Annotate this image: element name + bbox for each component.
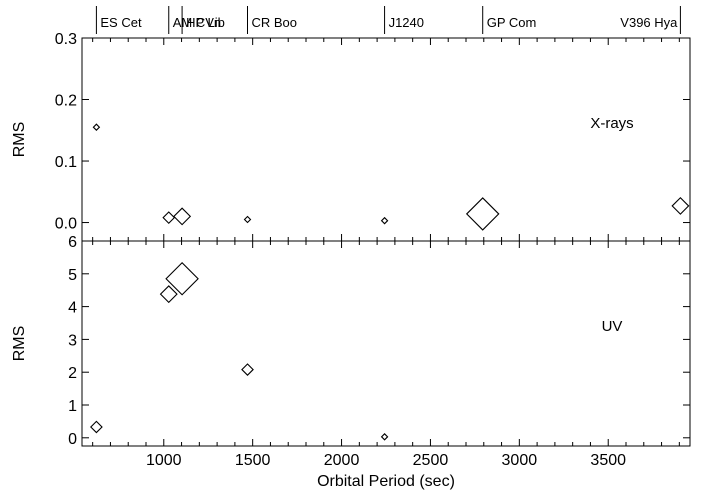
xray-panel: 0.0 0.1 0.2 0.3 RMS X-rays — [11, 31, 691, 242]
star-label: J1240 — [389, 15, 424, 30]
uv-data-point — [159, 285, 178, 304]
star-label: HP Lib — [186, 15, 225, 30]
xray-y-tick-label: 0.3 — [55, 31, 77, 48]
star-label: ES Cet — [100, 15, 142, 30]
xray-y-tick-label: 0.2 — [55, 93, 77, 110]
xray-data-point — [92, 123, 101, 131]
uv-data-point — [380, 433, 389, 441]
xray-panel-label: X-rays — [590, 115, 633, 132]
star-label: GP Com — [487, 15, 537, 30]
xray-y-tick-label: 0.0 — [55, 216, 77, 233]
uv-plot-frame — [81, 240, 691, 447]
star-label: AM CVn — [173, 15, 221, 30]
uv-y-tick-label: 1 — [68, 398, 77, 415]
x-tick-label: 3500 — [590, 452, 626, 469]
uv-y-tick-label: 6 — [68, 234, 77, 251]
xray-data-point — [173, 207, 192, 226]
xray-data-point — [671, 196, 690, 215]
xray-y-tick-label: 0.1 — [55, 154, 77, 171]
uv-y-tick-label: 4 — [68, 300, 77, 317]
x-tick-label: 1000 — [146, 452, 182, 469]
xray-data-point — [465, 197, 500, 231]
uv-y-tick-label: 0 — [68, 431, 77, 448]
xray-data-point — [243, 215, 252, 224]
x-tick-label: 1500 — [235, 452, 271, 469]
xray-data-point — [162, 211, 176, 225]
uv-y-axis-title: RMS — [11, 326, 28, 362]
uv-panel-label: UV — [602, 318, 623, 335]
xray-data-point — [380, 216, 389, 225]
uv-data-point — [241, 363, 254, 376]
xray-y-axis-title: RMS — [11, 122, 28, 158]
xray-plot-frame — [81, 37, 691, 242]
uv-data-point — [90, 420, 103, 434]
x-tick-label: 2000 — [324, 452, 360, 469]
x-tick-label: 3000 — [502, 452, 538, 469]
uv-y-tick-label: 2 — [68, 365, 77, 382]
uv-y-tick-label: 3 — [68, 332, 77, 349]
x-axis-title: Orbital Period (sec) — [317, 473, 455, 490]
uv-data-point — [165, 261, 199, 296]
star-label: V396 Hya — [620, 15, 678, 30]
x-tick-label: 2500 — [413, 452, 449, 469]
uv-y-tick-label: 5 — [68, 267, 77, 284]
uv-panel: 0 1 2 3 4 5 6 RMS UV 1000 1500 2000 2500 3000 3500 — [11, 234, 691, 469]
star-label: CR Boo — [252, 15, 298, 30]
